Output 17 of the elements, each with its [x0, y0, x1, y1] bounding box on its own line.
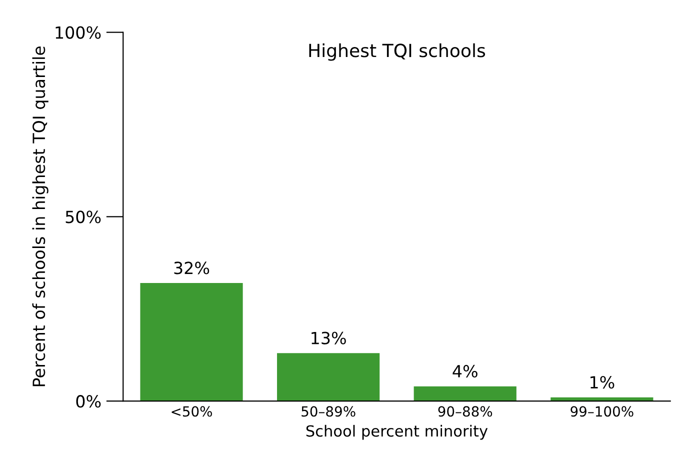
- x-tick-label: 99–100%: [570, 406, 634, 417]
- x-tick-label: 50–89%: [302, 406, 356, 417]
- x-tick-label: 90–88%: [438, 406, 492, 417]
- y-tick-label: 0%: [76, 395, 101, 408]
- text: Highest TQI schools: [309, 43, 486, 61]
- y-axis-title: Percent of schools in highest TQI quartile: [32, 46, 48, 386]
- bar: [277, 353, 380, 402]
- data-label: 4%: [452, 364, 478, 378]
- y-tick-label: 100%: [56, 26, 101, 39]
- data-label: 32%: [174, 262, 210, 274]
- x-tick-label: <50%: [172, 406, 212, 417]
- bar: [140, 283, 243, 402]
- data-label: 1%: [590, 376, 614, 389]
- y-tick-label: 50%: [66, 210, 101, 224]
- x-axis-title: School percent minority: [306, 424, 488, 440]
- bar: [414, 386, 516, 402]
- data-label: 13%: [312, 332, 346, 344]
